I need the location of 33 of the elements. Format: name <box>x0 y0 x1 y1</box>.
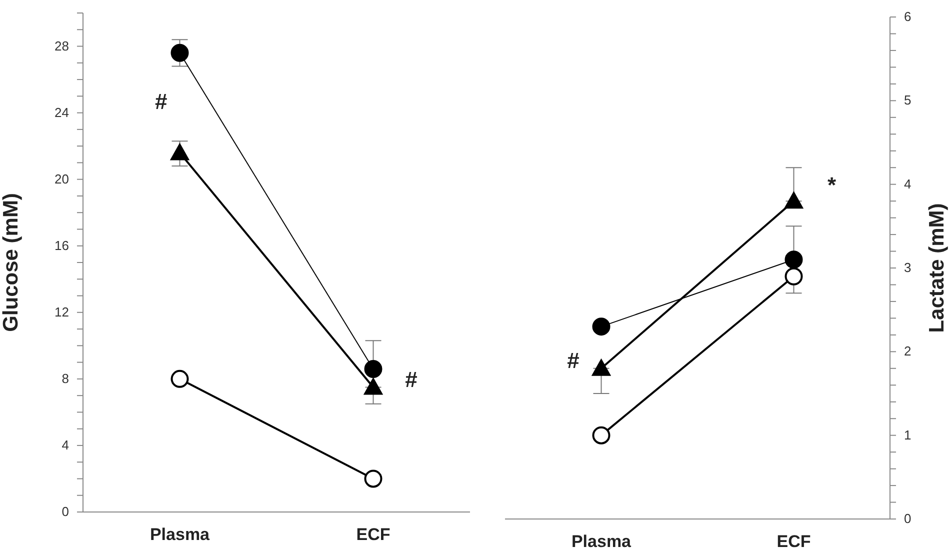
annotation: * <box>827 172 836 198</box>
y-tick-label: 24 <box>54 104 69 120</box>
y-tick-label: 0 <box>62 504 69 519</box>
x-tick-label: ECF <box>356 525 390 544</box>
y-tick-label: 4 <box>904 176 912 192</box>
y-tick-label: 28 <box>54 38 69 54</box>
x-tick-label: ECF <box>776 532 811 552</box>
point <box>170 44 189 62</box>
y-tick-label: 1 <box>904 427 912 442</box>
y-tick-label: 3 <box>904 260 912 275</box>
y-tick-label: 12 <box>54 304 69 320</box>
y-tick-label: 6 <box>904 9 912 24</box>
point <box>784 250 803 269</box>
x-tick-label: Plasma <box>150 525 210 544</box>
annotation: # <box>405 366 418 392</box>
y-tick-label: 4 <box>62 437 69 452</box>
x-tick-label: Plasma <box>571 532 632 552</box>
annotation: # <box>155 89 168 114</box>
y-axis-title: Lactate (mM) <box>925 203 948 333</box>
point <box>170 370 189 388</box>
y-tick-label: 0 <box>904 511 912 526</box>
annotation: # <box>567 348 580 374</box>
y-axis-title: Glucose (mM) <box>0 193 22 332</box>
y-tick-label: 20 <box>54 171 69 186</box>
y-tick-label: 16 <box>54 238 69 253</box>
y-tick-label: 2 <box>904 344 912 359</box>
y-tick-label: 8 <box>62 370 69 386</box>
point <box>592 318 610 336</box>
point <box>364 470 382 488</box>
point <box>784 267 803 286</box>
point <box>364 360 382 378</box>
y-tick-label: 5 <box>904 92 912 108</box>
point <box>592 426 610 444</box>
